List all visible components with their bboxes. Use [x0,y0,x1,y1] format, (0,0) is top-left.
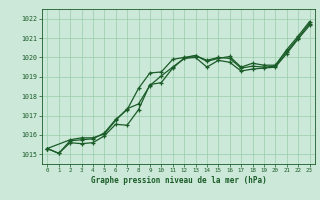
X-axis label: Graphe pression niveau de la mer (hPa): Graphe pression niveau de la mer (hPa) [91,176,266,185]
